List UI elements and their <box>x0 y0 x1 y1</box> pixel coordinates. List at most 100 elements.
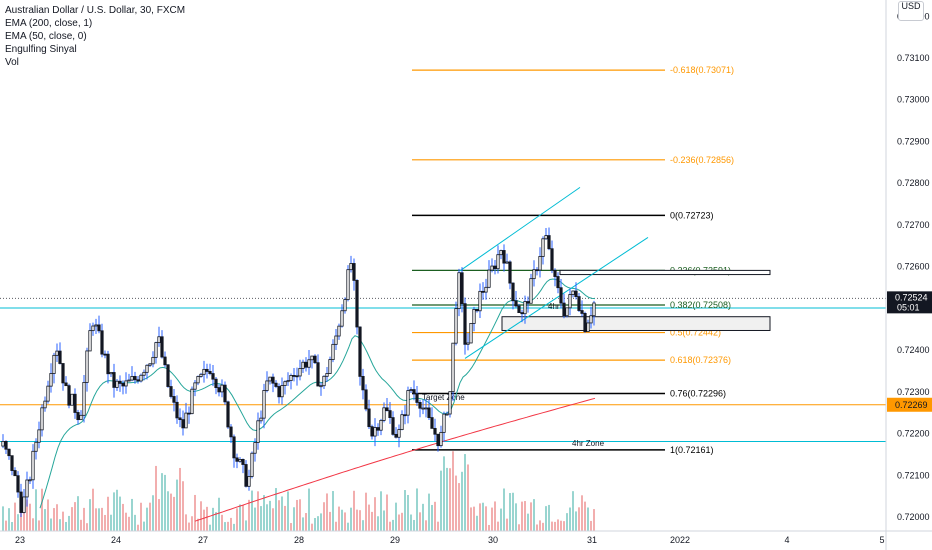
ema200-line <box>194 397 596 522</box>
volume-bar <box>47 499 49 531</box>
candle-body <box>13 470 17 477</box>
candle-body <box>241 459 245 465</box>
volume-bar <box>290 523 292 531</box>
candle-body <box>433 427 437 435</box>
legend-title: Australian Dollar / U.S. Dollar, 30, FXC… <box>5 5 186 16</box>
candle-body <box>37 429 41 443</box>
candle-body <box>562 302 566 317</box>
candle-body <box>412 389 416 395</box>
candle-body <box>49 373 53 387</box>
currency-button[interactable]: USD <box>898 1 924 21</box>
volume-bar <box>563 521 565 531</box>
candle-body <box>304 361 308 368</box>
candle-body <box>274 382 278 387</box>
candle-body <box>16 475 20 493</box>
volume-bar <box>428 493 430 531</box>
volume-bar <box>149 502 151 531</box>
volume-bar <box>200 501 202 531</box>
candle-body <box>58 350 62 364</box>
volume-bar <box>2 506 4 531</box>
volume-bar <box>233 523 235 531</box>
candle-body <box>502 250 506 264</box>
volume-bar <box>584 501 586 531</box>
candle-body <box>256 420 260 443</box>
volume-bar <box>554 521 556 531</box>
candle-body <box>1 440 5 447</box>
fib-label--0.236: -0.236(0.72856) <box>670 155 734 165</box>
candle-body <box>286 380 290 383</box>
volume-bar <box>68 515 70 531</box>
volume-bar <box>218 497 220 531</box>
volume-bar <box>89 499 91 531</box>
candle-body <box>250 452 254 477</box>
volume-bar <box>44 509 46 531</box>
candle-body <box>148 363 152 366</box>
volume-bar <box>101 507 103 531</box>
candle-body <box>238 459 242 462</box>
candle-body <box>442 413 446 433</box>
candle-body <box>157 336 161 344</box>
volume-bar <box>185 514 187 531</box>
candle-body <box>553 269 557 277</box>
candle-body <box>379 419 383 431</box>
volume-bar <box>263 495 265 531</box>
candle-body <box>355 279 359 328</box>
candle-body <box>10 455 14 471</box>
candle-body <box>151 356 155 365</box>
candle-body <box>544 235 548 240</box>
x-tick-label: 27 <box>198 535 208 545</box>
volume-bar <box>347 522 349 531</box>
volume-bar <box>320 513 322 531</box>
volume-bar <box>398 514 400 531</box>
volume-bar <box>287 491 289 531</box>
candle-body <box>247 476 251 487</box>
candle-body <box>46 385 50 402</box>
candle-body <box>124 380 128 387</box>
candle-body <box>232 436 236 459</box>
level-price-label: 0.72269 <box>895 400 928 410</box>
volume-bar <box>329 511 331 531</box>
volume-bar <box>80 519 82 531</box>
volume-bar <box>155 465 157 531</box>
volume-bar <box>413 519 415 531</box>
candle-body <box>583 313 587 333</box>
candle-body <box>472 309 476 324</box>
candle-body <box>208 371 212 374</box>
candle-body <box>136 379 140 382</box>
volume-bar <box>167 491 169 531</box>
volume-bar <box>332 491 334 531</box>
volume-bar <box>86 523 88 531</box>
candle-body <box>94 324 98 327</box>
candle-body <box>337 325 341 337</box>
volume-bar <box>170 493 172 531</box>
volume-bar <box>569 507 571 531</box>
legend-study-engulfing: Engulfing Sinyal <box>5 44 77 55</box>
plot-area[interactable] <box>0 0 886 531</box>
volume-bar <box>368 504 370 531</box>
volume-bar <box>272 508 274 531</box>
candle-body <box>370 426 374 437</box>
y-tick-label: 0.73100 <box>897 53 930 63</box>
volume-bar <box>482 502 484 531</box>
volume-bar <box>470 507 472 531</box>
candle-body <box>532 269 536 280</box>
level-price-box <box>887 397 932 412</box>
volume-bar <box>434 501 436 531</box>
volume-bar <box>230 517 232 531</box>
volume-bar <box>506 518 508 531</box>
volume-bar <box>77 496 79 531</box>
volume-bar <box>275 488 277 531</box>
volume-bar <box>98 508 100 531</box>
volume-bar <box>191 516 193 531</box>
candle-body <box>163 356 167 366</box>
volume-bar <box>503 488 505 531</box>
volume-bar <box>593 509 595 531</box>
candle-body <box>364 389 368 410</box>
volume-bar <box>158 499 160 531</box>
volume-bar <box>29 503 31 531</box>
legend-study-vol: Vol <box>5 57 19 68</box>
candle-body <box>55 350 59 356</box>
candle-body <box>397 429 401 438</box>
